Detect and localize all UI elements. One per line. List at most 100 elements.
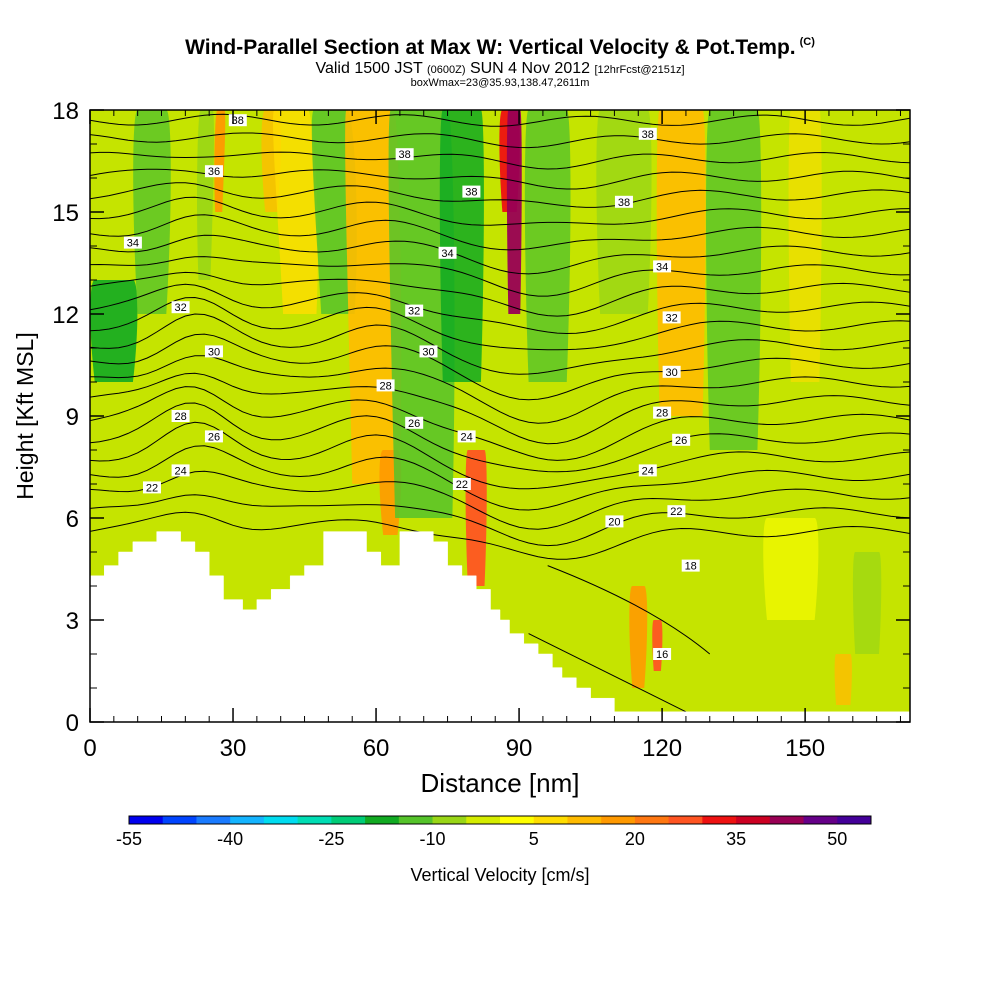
isentrope-label-bg <box>171 410 190 422</box>
isentrope-label-bg <box>142 481 161 494</box>
isentrope-label: 24 <box>642 465 654 477</box>
colorbar-swatch <box>331 816 366 824</box>
isentrope-label-bg <box>672 433 691 446</box>
isentrope-line <box>90 296 910 351</box>
colorbar-swatch <box>129 816 164 824</box>
isentrope-label-bg <box>638 464 657 477</box>
isentrope-label-bg <box>171 464 190 477</box>
isentrope-line <box>90 372 910 445</box>
y-tick-label: 12 <box>52 302 79 329</box>
velocity-shading <box>90 110 882 705</box>
isentrope-label: 26 <box>408 418 420 430</box>
isentrope-line <box>90 271 910 317</box>
isentrope-label: 24 <box>174 465 186 477</box>
isentrope-label-bg <box>204 165 223 178</box>
isentrope-line <box>90 445 910 511</box>
plot-area: 38 38 38 38 38 36 34 34 34 32 32 32 30 30 30 28 28 28 26 26… <box>90 110 910 722</box>
colorbar-frame <box>128 815 872 825</box>
isentrope-label-bg <box>395 148 414 161</box>
colorbar-tick-label: -55 <box>116 829 142 849</box>
isentrope-label: 30 <box>208 346 220 358</box>
colorbar-tick-label: -40 <box>217 829 243 849</box>
colorbar-swatch <box>702 816 737 824</box>
isentrope-label: 28 <box>379 380 391 392</box>
colorbar-swatch <box>162 816 197 824</box>
y-tick-label: 3 <box>66 608 79 635</box>
isentrope-line <box>90 132 910 149</box>
velocity-band <box>90 280 138 382</box>
colorbar-swatch <box>432 816 467 824</box>
isentrope-label-bg <box>653 648 672 660</box>
isentrope-label: 18 <box>685 561 697 573</box>
isentrope-label: 32 <box>174 302 186 314</box>
isentrope-label-bg <box>405 304 424 317</box>
isentrope-line <box>90 182 910 208</box>
isentrope-label-bg <box>438 246 457 259</box>
colorbar-swatch <box>668 816 703 824</box>
isentrope-label: 28 <box>174 411 186 423</box>
isentrope-label-bg <box>419 345 438 358</box>
isentrope-label: 30 <box>422 346 434 358</box>
isentrope-label: 30 <box>666 367 678 379</box>
chart-subtitle: Valid 1500 JST (0600Z) SUN 4 Nov 2012 [1… <box>315 60 685 77</box>
colorbar-swatch <box>365 816 400 824</box>
isentrope-label: 34 <box>127 238 139 250</box>
isentrope-line <box>90 355 910 424</box>
colorbar-swatch <box>196 816 231 824</box>
isentrope-label: 38 <box>642 129 654 141</box>
velocity-band <box>506 110 522 314</box>
velocity-band <box>629 586 648 688</box>
isentrope-line <box>90 256 910 297</box>
chart-box-info: boxWmax=23@35.93,138.47,2611m <box>410 77 590 89</box>
isentrope-line <box>90 234 910 275</box>
isentrope-line <box>90 313 910 375</box>
isentrope-label-bg <box>405 416 424 429</box>
y-axis-label: Height [Kft MSL] <box>12 332 38 499</box>
velocity-band <box>706 110 762 450</box>
velocity-band <box>214 110 226 212</box>
isentrope-label-bg <box>653 406 672 419</box>
x-tick-label: 30 <box>220 735 247 762</box>
colorbar-swatch <box>769 816 805 824</box>
isentrope-label: 38 <box>232 115 244 127</box>
isentrope-label: 34 <box>441 248 453 260</box>
x-tick-label: 60 <box>363 735 390 762</box>
velocity-band <box>596 110 652 314</box>
colorbar-swatch <box>398 816 434 824</box>
velocity-band <box>763 518 819 620</box>
colorbar-swatch <box>230 816 265 824</box>
isentrope-label: 32 <box>666 312 678 324</box>
isentrope-label-bg <box>123 236 142 249</box>
isentrope-label: 38 <box>618 197 630 209</box>
isentrope-label-bg <box>605 515 624 528</box>
isentrope-line <box>90 386 910 461</box>
colorbar-swatch <box>263 816 299 824</box>
y-tick-label: 0 <box>66 710 79 737</box>
isentrope-line <box>90 470 910 530</box>
isentrope-label-bg <box>662 311 681 324</box>
colorbar-tick-label: 35 <box>726 829 746 849</box>
isentrope-labels: 38 38 38 38 38 36 34 34 34 32 32 32 30 30 30 28 28 28 26 26… <box>123 114 700 661</box>
velocity-band <box>852 552 882 654</box>
isentrope-line <box>90 151 910 170</box>
isentrope-lines <box>90 113 910 713</box>
isentrope-label-bg <box>457 430 476 443</box>
isentrope-label-bg <box>638 127 657 140</box>
x-tick-label: 150 <box>785 735 825 762</box>
velocity-band <box>652 620 663 671</box>
isentrope-label: 36 <box>208 166 220 178</box>
isentrope-label: 22 <box>670 506 682 518</box>
isentrope-label-bg <box>452 478 471 490</box>
colorbar-swatch <box>466 816 501 824</box>
y-tick-label: 15 <box>52 200 79 227</box>
isentrope-label-bg <box>462 185 481 198</box>
terrain-mask <box>90 531 910 722</box>
isentrope-label: 32 <box>408 306 420 318</box>
colorbar-tick-label: -10 <box>420 829 446 849</box>
isentrope-line <box>90 168 910 190</box>
isentrope-label: 22 <box>456 479 468 491</box>
y-tick-label: 9 <box>66 404 79 431</box>
isentrope-label-bg <box>681 559 700 572</box>
y-tick-label: 18 <box>52 98 79 125</box>
